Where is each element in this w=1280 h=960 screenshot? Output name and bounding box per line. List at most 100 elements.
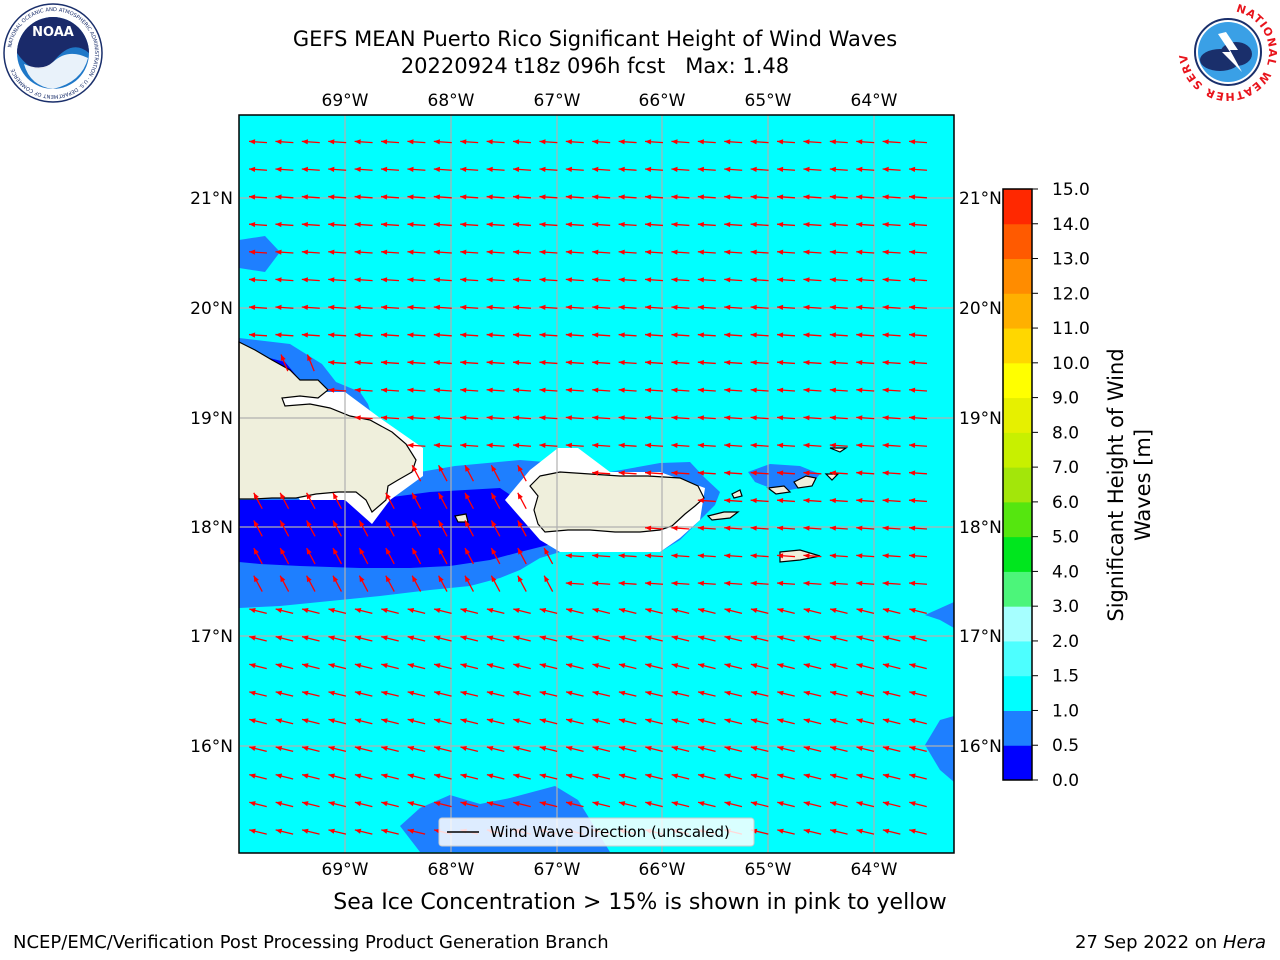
wave-arrow-head	[513, 442, 520, 448]
wave-arrow-head	[777, 718, 784, 724]
wave-arrow-head	[486, 607, 494, 613]
wave-arrow-head	[750, 801, 758, 807]
wave-arrow-head	[328, 332, 335, 338]
wave-arrow-head	[464, 520, 471, 527]
colorbar-swatch	[1003, 571, 1032, 607]
wave-arrow-head	[565, 415, 572, 421]
land-mona-island	[454, 513, 469, 523]
wave-arrow-head	[385, 492, 391, 500]
wave-arrow-head	[724, 773, 731, 779]
wave-arrow-head	[856, 470, 863, 476]
wave-arrow-head	[381, 635, 388, 641]
wave-arrow-head	[253, 520, 259, 527]
wave-arrow-head	[566, 773, 573, 779]
footer-host: Hera	[1222, 932, 1266, 953]
lon-tick-bottom: 65°W	[745, 860, 792, 880]
wave-arrow-head	[645, 663, 652, 669]
wave-arrow-head	[381, 194, 388, 200]
wave-arrow-head	[750, 277, 757, 283]
wave-arrow-head	[909, 553, 916, 559]
wave-arrow-head	[249, 718, 256, 724]
wave-arrow-head	[671, 607, 679, 613]
wave-arrow-head	[460, 249, 467, 255]
wave-arrow-head	[697, 553, 704, 559]
wave-arrow-head	[464, 465, 471, 472]
wave-arrow-head	[777, 580, 784, 586]
colorbar-swatch	[1003, 710, 1032, 746]
wave-arrow-head	[829, 525, 836, 531]
wave-arrow-head	[724, 442, 731, 448]
wave-arrow-head	[830, 635, 837, 641]
wave-arrow-head	[724, 607, 731, 613]
wave-arrow-head	[513, 607, 520, 613]
wave-arrow-head	[777, 221, 784, 228]
wave-arrow-head	[565, 249, 572, 255]
wave-arrow-head	[301, 139, 308, 145]
wave-arrow-head	[460, 221, 467, 228]
wave-arrow-head	[750, 635, 758, 641]
colorbar-tick-label: 0.0	[1052, 771, 1079, 791]
wave-arrow-head	[407, 663, 415, 669]
wave-arrow-head	[513, 359, 520, 366]
wave-arrow-head	[407, 607, 415, 613]
wave-arrow-head	[671, 718, 679, 724]
wave-arrow-head	[697, 580, 704, 586]
lon-tick-top: 68°W	[428, 91, 475, 111]
wave-arrow-head	[671, 387, 678, 393]
wave-arrow-head	[645, 745, 652, 751]
lon-tick-top: 65°W	[745, 91, 792, 111]
lon-ticks-bottom: 69°W 68°W 67°W 66°W 65°W 64°W	[322, 860, 898, 880]
colorbar-swatch	[1003, 536, 1032, 572]
colorbar-tick-label: 13.0	[1052, 250, 1090, 270]
wave-arrow-head	[724, 332, 731, 338]
wave-arrow-head	[433, 139, 440, 145]
wave-arrow-head	[566, 718, 573, 724]
wave-arrow-head	[882, 359, 889, 366]
wave-arrow-head	[803, 745, 811, 751]
wave-arrow-head	[332, 575, 339, 583]
wave-arrow-head	[464, 575, 471, 583]
wave-arrow-head	[803, 387, 810, 393]
lon-tick-bottom: 68°W	[428, 860, 475, 880]
land-st-croix	[779, 549, 821, 563]
wave-arrow-head	[306, 575, 312, 583]
wave-arrow-head	[486, 277, 493, 283]
wave-arrow-head	[618, 359, 625, 366]
wave-arrow-head	[697, 359, 704, 366]
wave-arrow-head	[592, 359, 599, 366]
wave-arrow-head	[433, 387, 440, 393]
wave-arrow-head	[777, 607, 784, 613]
wave-arrow-head	[566, 635, 573, 641]
wave-arrow-head	[460, 415, 467, 421]
lon-tick-bottom: 69°W	[322, 860, 369, 880]
wave-arrow-head	[539, 745, 547, 751]
wave-arrow-head	[385, 520, 391, 527]
wave-arrow-head	[280, 520, 286, 527]
wave-arrow-head	[328, 166, 335, 172]
colorbar-swatch	[1003, 258, 1032, 294]
wave-arrow-head	[565, 387, 572, 393]
wave-arrow-head	[618, 773, 626, 779]
wave-arrow-head	[249, 194, 256, 200]
wave-arrow-head	[566, 690, 573, 696]
wave-arrow-head	[724, 801, 731, 807]
wave-arrow-head	[460, 166, 467, 172]
wave-arrow-head	[381, 387, 388, 393]
colorbar-label-line-2: Waves [m]	[1131, 429, 1155, 541]
wave-arrow-head	[592, 249, 599, 255]
wave-arrow-head	[618, 718, 626, 724]
wave-arrow-head	[882, 525, 889, 531]
wave-arrow-head	[750, 332, 757, 338]
wave-arrow-head	[249, 663, 256, 669]
wave-arrow-head	[517, 492, 523, 500]
wave-arrow-head	[328, 607, 335, 613]
wave-arrow-head	[829, 470, 836, 476]
wave-arrow-head	[539, 663, 547, 669]
wave-arrow-head	[275, 139, 282, 145]
wave-arrow-head	[332, 548, 339, 555]
wave-arrow-head	[856, 828, 863, 834]
wave-arrow-head	[302, 718, 309, 724]
wave-arrow-head	[381, 718, 388, 724]
lat-tick-right: 16°N	[959, 737, 1002, 757]
wave-arrow-head	[328, 745, 335, 751]
